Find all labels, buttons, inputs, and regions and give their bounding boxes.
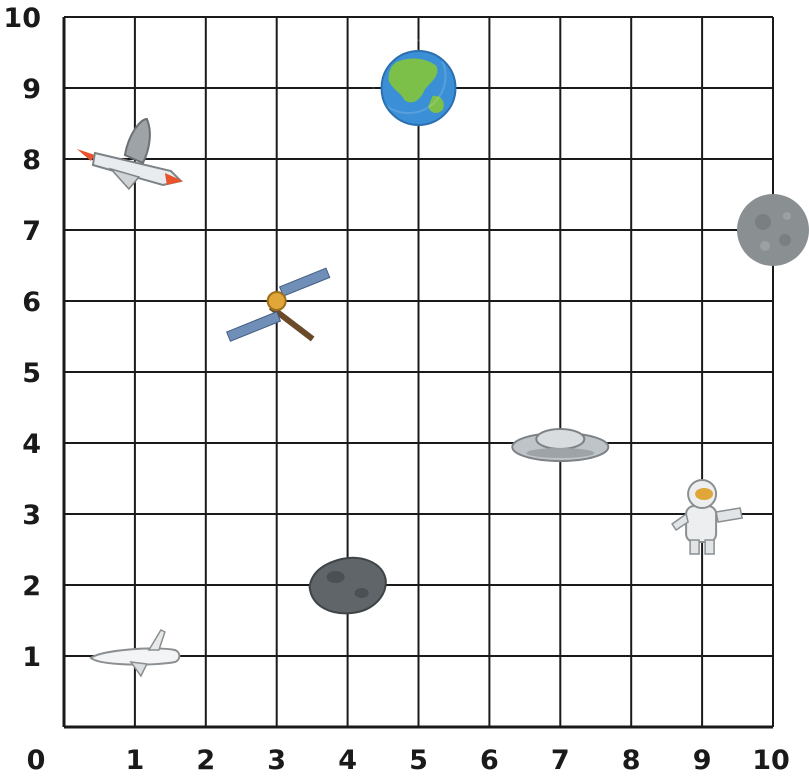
- x-tick-label: 2: [196, 745, 215, 776]
- x-tick-label: 6: [480, 745, 499, 776]
- y-tick-label: 8: [22, 145, 41, 176]
- x-tick-label: 9: [693, 745, 712, 776]
- y-tick-label: 3: [22, 500, 41, 531]
- astronaut-icon: [672, 480, 742, 554]
- y-tick-label: 10: [3, 3, 41, 34]
- y-tick-label: 9: [22, 74, 41, 105]
- rocket-icon: [77, 119, 183, 189]
- x-tick-label: 1: [126, 745, 145, 776]
- x-tick-label: 8: [622, 745, 641, 776]
- x-tick-label: 7: [551, 745, 570, 776]
- moon-icon: [737, 194, 809, 266]
- y-tick-label: 5: [22, 358, 41, 389]
- satellite-icon: [227, 268, 330, 341]
- x-tick-label: 4: [338, 745, 357, 776]
- plotted-objects: [77, 39, 809, 676]
- y-tick-label: 7: [22, 216, 41, 247]
- x-tick-label: 0: [27, 745, 46, 776]
- ufo-icon: [512, 429, 608, 461]
- y-tick-label: 1: [22, 642, 41, 673]
- asteroid-icon: [310, 558, 386, 613]
- earth-icon: [372, 39, 456, 125]
- y-tick-label: 6: [22, 287, 41, 318]
- y-tick-label: 2: [22, 571, 41, 602]
- x-tick-label: 5: [409, 745, 428, 776]
- y-tick-label: 4: [22, 429, 41, 460]
- x-tick-label: 3: [267, 745, 286, 776]
- x-tick-label: 10: [752, 745, 790, 776]
